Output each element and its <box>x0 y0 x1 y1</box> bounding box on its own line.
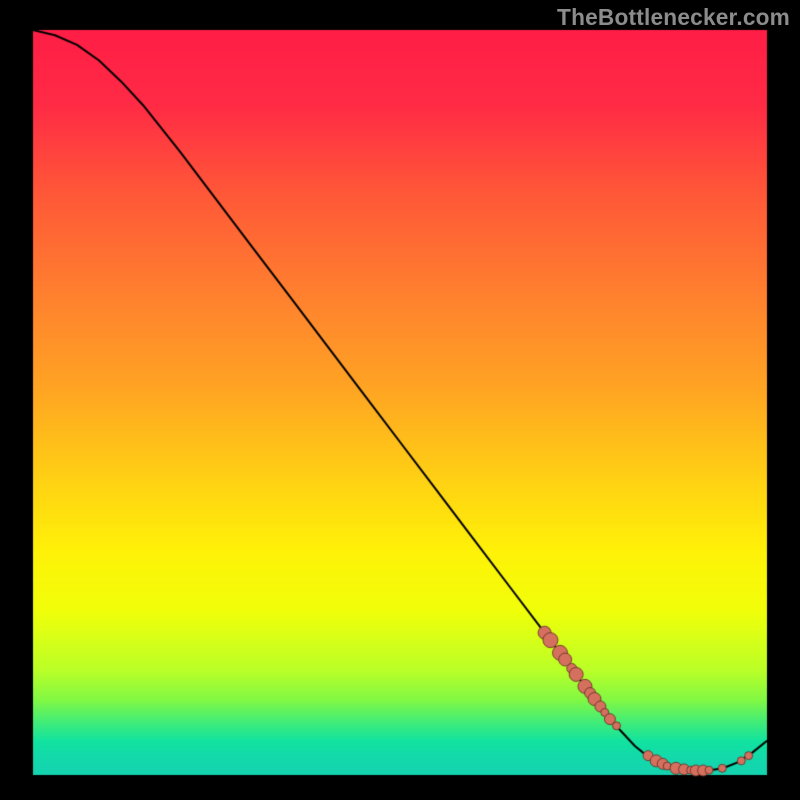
bottleneck-curve-chart <box>0 0 800 800</box>
source-watermark: TheBottlenecker.com <box>557 4 790 31</box>
chart-container: TheBottlenecker.com <box>0 0 800 800</box>
